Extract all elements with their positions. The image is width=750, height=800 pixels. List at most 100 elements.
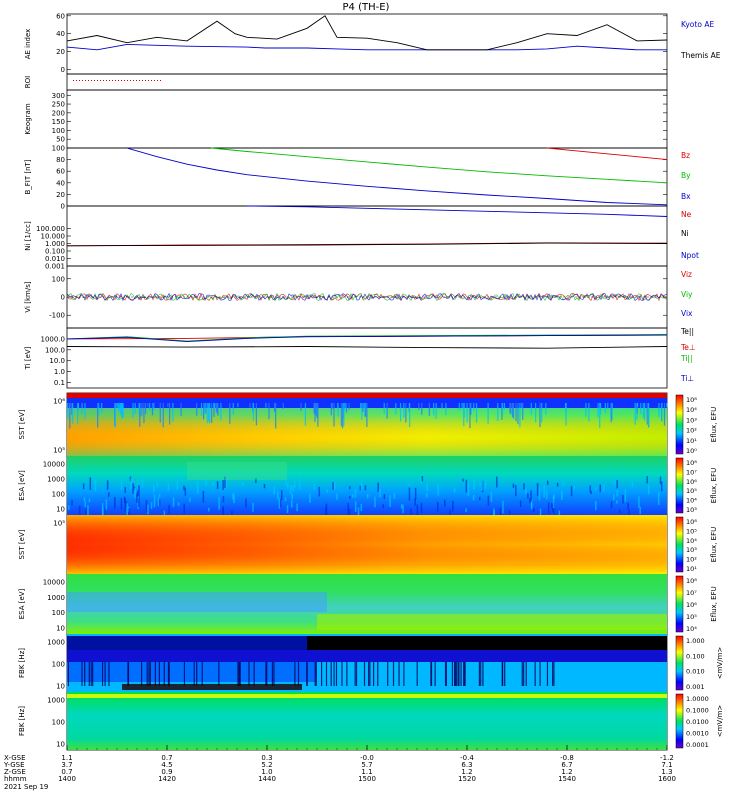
fbk-e-streak xyxy=(297,662,300,686)
esa-ion-speck xyxy=(291,493,294,500)
esa-ion-speck xyxy=(449,509,451,520)
esa_elec-colorbar-tick: 10⁸ xyxy=(686,577,697,585)
ytick-label: 60 xyxy=(56,168,65,176)
sst-ion-streak xyxy=(169,403,171,425)
roi-dot xyxy=(160,80,161,81)
roi-dot xyxy=(73,80,74,81)
legend-ti⊥: Ti⊥ xyxy=(680,374,694,383)
esa-ion-speck xyxy=(472,495,475,501)
fbk-e-streak xyxy=(140,662,143,686)
esa-ion-speck xyxy=(114,497,116,509)
esa_ion-colorbar-tick: 10⁶ xyxy=(686,478,697,486)
roi-dot xyxy=(118,80,119,81)
sst-ion-streak xyxy=(268,403,270,420)
bfield-series-bx xyxy=(126,147,668,206)
esa-ion-speck xyxy=(613,476,616,485)
sst-ion-streak xyxy=(204,403,206,414)
esa-ion-speck xyxy=(163,510,166,519)
esa-ion-speck xyxy=(508,510,511,516)
roi-dot xyxy=(127,80,128,81)
esa-ion-speck xyxy=(402,504,404,514)
roi-dot xyxy=(88,80,89,81)
esa-ion-speck xyxy=(349,488,351,496)
fbk-e-blue-band xyxy=(67,650,667,662)
esa-ion-speck xyxy=(245,498,247,508)
xaxis-y-gse: 3.7 xyxy=(61,761,72,769)
fbk_e-colorbar xyxy=(675,635,684,691)
esa-ion-speck xyxy=(150,502,153,509)
esa-ion-speck xyxy=(661,480,664,488)
legend-ne: Ne xyxy=(681,210,692,219)
roi-dot xyxy=(103,80,104,81)
ytick-label: 40 xyxy=(56,179,65,187)
sst-ion-streak xyxy=(159,403,161,423)
sst-ion-streak xyxy=(470,403,472,415)
xaxis-y-gse: 6.3 xyxy=(461,761,472,769)
sst-ion-streak xyxy=(501,403,504,415)
esa-ion-speck xyxy=(309,493,311,503)
ytick-label: 1000.0 xyxy=(41,335,66,343)
fbk-e-streak xyxy=(457,662,459,686)
sst_ion-colorbar-tick: 10⁸ xyxy=(686,396,697,404)
esa-ion-speck xyxy=(278,498,281,509)
esa-ion-speck xyxy=(556,482,559,487)
sst_elec-ylabel: SST [eV] xyxy=(18,529,26,559)
sst-ion-streak xyxy=(362,403,364,413)
sst-ion-streak xyxy=(636,403,639,408)
fbk-e-streak xyxy=(368,662,370,686)
fbk-e-streak xyxy=(341,662,343,686)
sst-ion-streak xyxy=(77,403,80,412)
fbk-e-streak xyxy=(335,662,338,686)
sst_elec-colorbar-tick: 10⁴ xyxy=(686,537,697,545)
esa-ion-speck xyxy=(539,508,542,519)
esa-ion-speck xyxy=(400,504,403,509)
esa-ion-speck xyxy=(499,507,502,517)
fbk-e-streak xyxy=(430,662,432,686)
sst-ion-streak xyxy=(545,403,547,415)
roi-dot xyxy=(133,80,134,81)
fbk-e-streak xyxy=(306,662,308,686)
fbk-e-mid-band xyxy=(67,662,317,682)
esa-ion-speck xyxy=(286,505,289,514)
sst-ion-streak xyxy=(118,403,120,412)
keogram-ylabel: Keogram xyxy=(24,103,32,134)
esa-ion-speck xyxy=(589,485,591,493)
esa-ion-speck xyxy=(360,503,363,512)
esa-ion-speck xyxy=(216,481,219,489)
fbk-e-streak xyxy=(67,662,70,686)
ytick-label: 300 xyxy=(52,92,65,100)
esa-ion-speck xyxy=(124,498,127,512)
fbk_e-colorbar-tick: 0.100 xyxy=(686,652,705,660)
esa-ion-speck xyxy=(416,504,419,517)
esa-ion-speck xyxy=(348,509,351,520)
sst-ion-streak xyxy=(81,403,83,415)
esa-ion-speck xyxy=(616,488,619,497)
esa-ion-speck xyxy=(285,478,288,487)
esa-ion-speck xyxy=(158,499,161,506)
sst-ion-streak xyxy=(114,403,116,427)
sst-ion-streak xyxy=(122,403,124,418)
sst-ion-streak xyxy=(77,403,79,425)
sst-ion-streak xyxy=(409,403,411,428)
sst-ion-streak xyxy=(463,403,465,418)
sst-ion-streak xyxy=(421,403,423,415)
esa-ion-speck xyxy=(313,483,316,491)
fbk-e-streak xyxy=(239,662,241,686)
esa-ion-speck xyxy=(277,491,279,499)
legend-te⊥: Te⊥ xyxy=(680,343,695,352)
sst-ion-streak xyxy=(348,403,350,410)
esa-ion-speck xyxy=(551,502,553,509)
sst-ion-streak xyxy=(120,403,122,415)
sst-ion-streak xyxy=(208,403,210,422)
roi-ylabel: ROI xyxy=(24,76,32,88)
fbk_b-ylabel: FBK [Hz] xyxy=(18,706,26,736)
esa-ion-speck xyxy=(84,501,87,508)
roi-dot xyxy=(109,80,110,81)
fbk-b-heatmap xyxy=(67,692,667,750)
fbk-e-streak xyxy=(127,662,130,686)
legend-by: By xyxy=(681,171,691,180)
ytick-label: 0 xyxy=(61,66,65,74)
ytick-label: 0 xyxy=(61,294,65,302)
esa_elec-colorbar-label: Eflux, EFU xyxy=(710,586,718,621)
